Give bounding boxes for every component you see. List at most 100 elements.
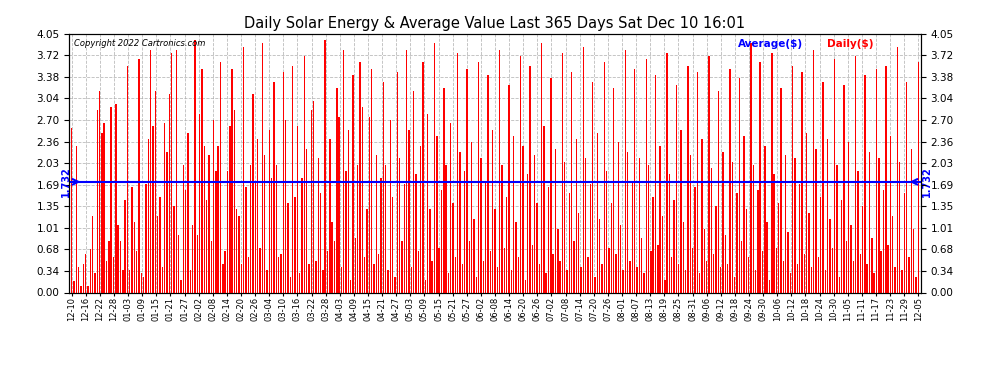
Bar — [587, 257, 589, 292]
Bar — [678, 264, 679, 292]
Bar — [113, 257, 114, 292]
Bar — [737, 194, 738, 292]
Bar — [371, 69, 372, 292]
Bar — [497, 267, 498, 292]
Text: Daily($): Daily($) — [827, 39, 873, 49]
Bar — [583, 46, 584, 292]
Bar — [683, 222, 684, 292]
Bar — [182, 165, 184, 292]
Bar — [266, 270, 267, 292]
Bar — [194, 40, 196, 292]
Bar — [909, 257, 910, 292]
Bar — [175, 50, 177, 292]
Bar — [487, 75, 489, 292]
Bar — [537, 203, 538, 292]
Bar — [278, 257, 279, 292]
Bar — [592, 82, 593, 292]
Bar — [727, 264, 729, 292]
Bar — [508, 85, 510, 292]
Bar — [368, 117, 370, 292]
Bar — [99, 91, 100, 292]
Bar — [637, 267, 638, 292]
Bar — [457, 53, 458, 292]
Bar — [404, 184, 405, 292]
Bar — [373, 264, 375, 292]
Bar — [244, 46, 245, 292]
Bar — [876, 69, 877, 292]
Bar — [713, 254, 715, 292]
Bar — [287, 203, 289, 292]
Bar — [427, 114, 429, 292]
Bar — [475, 276, 477, 292]
Bar — [720, 267, 722, 292]
Bar — [185, 190, 186, 292]
Bar — [329, 139, 331, 292]
Bar — [554, 149, 556, 292]
Bar — [557, 229, 558, 292]
Bar — [250, 165, 251, 292]
Bar — [520, 56, 522, 292]
Bar — [354, 238, 356, 292]
Bar — [845, 242, 847, 292]
Bar — [650, 251, 651, 292]
Bar — [206, 200, 207, 292]
Bar — [901, 270, 903, 292]
Bar — [885, 66, 886, 292]
Bar — [839, 276, 840, 292]
Bar — [201, 69, 203, 292]
Bar — [297, 126, 298, 292]
Bar — [120, 242, 121, 292]
Bar — [741, 242, 742, 292]
Bar — [73, 281, 74, 292]
Bar — [634, 69, 636, 292]
Bar — [85, 254, 86, 292]
Bar — [94, 273, 96, 292]
Bar — [711, 168, 712, 292]
Bar — [813, 50, 815, 292]
Bar — [444, 88, 445, 292]
Bar — [441, 190, 443, 292]
Bar — [823, 82, 824, 292]
Bar — [757, 190, 758, 292]
Bar — [690, 155, 691, 292]
Bar — [530, 66, 531, 292]
Bar — [422, 63, 424, 292]
Bar — [623, 270, 624, 292]
Bar — [322, 270, 324, 292]
Bar — [585, 158, 586, 292]
Bar — [350, 280, 351, 292]
Bar — [723, 152, 724, 292]
Bar — [776, 248, 777, 292]
Bar — [148, 139, 149, 292]
Bar — [830, 219, 831, 292]
Bar — [483, 261, 484, 292]
Bar — [408, 130, 410, 292]
Bar — [413, 91, 414, 292]
Bar — [401, 242, 403, 292]
Text: 1.732: 1.732 — [922, 166, 932, 197]
Bar — [252, 94, 253, 292]
Bar — [541, 44, 543, 292]
Bar — [361, 107, 363, 292]
Bar — [615, 254, 617, 292]
Bar — [892, 216, 894, 292]
Bar — [211, 242, 212, 292]
Bar — [157, 216, 158, 292]
Bar — [92, 216, 93, 292]
Bar — [204, 146, 205, 292]
Bar — [894, 267, 896, 292]
Bar — [275, 165, 277, 292]
Bar — [127, 66, 128, 292]
Bar — [189, 270, 191, 292]
Bar — [871, 238, 872, 292]
Bar — [159, 196, 160, 292]
Bar — [385, 165, 386, 292]
Bar — [232, 69, 233, 292]
Bar — [618, 142, 619, 292]
Bar — [547, 187, 549, 292]
Bar — [264, 155, 265, 292]
Bar — [499, 50, 500, 292]
Bar — [87, 286, 89, 292]
Bar — [397, 72, 398, 292]
Bar — [366, 210, 367, 292]
